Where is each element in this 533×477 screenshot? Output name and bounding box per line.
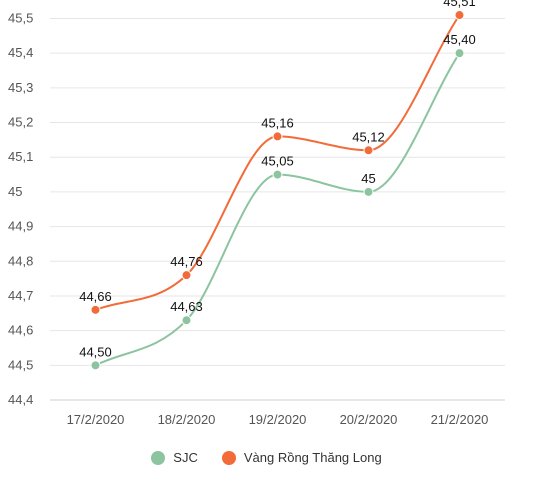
legend-item-sjc[interactable]: SJC [151, 450, 198, 465]
data-point-sjc[interactable] [272, 169, 283, 180]
data-label-sjc: 44,63 [170, 299, 203, 314]
legend-swatch-vang-rong-thang-long [221, 450, 236, 465]
data-label-sjc: 44,50 [79, 344, 112, 359]
y-tick-label: 45,5 [8, 11, 33, 26]
y-tick-label: 44,7 [8, 288, 33, 303]
y-tick-label: 44,5 [8, 357, 33, 372]
gridlines [50, 18, 505, 401]
series-group [90, 10, 465, 371]
data-labels: 44,50 44,63 45,05 45 45,40 44,66 44,76 45,16 45,… [79, 0, 476, 359]
data-point-sjc[interactable] [181, 315, 192, 326]
y-tick-label: 44,8 [8, 253, 33, 268]
data-label-sjc: 45,05 [261, 154, 294, 169]
data-point-vang-rong-thang-long[interactable] [272, 131, 283, 142]
y-tick-label: 45 [8, 184, 22, 199]
data-point-vang-rong-thang-long[interactable] [181, 270, 192, 281]
data-point-sjc[interactable] [90, 360, 101, 371]
data-label-sjc: 45,40 [443, 32, 476, 47]
y-tick-label: 45,4 [8, 45, 33, 60]
data-label-vang-rong-thang-long: 44,66 [79, 289, 112, 304]
x-tick-label: 17/2/2020 [67, 412, 125, 427]
legend-swatch-sjc [151, 450, 166, 465]
data-point-vang-rong-thang-long[interactable] [90, 304, 101, 315]
y-axis-ticks: 44,4 44,5 44,6 44,7 44,8 44,9 45 45,1 45,2 45,3 45… [8, 11, 33, 408]
y-tick-label: 44,6 [8, 323, 33, 338]
x-tick-label: 20/2/2020 [340, 412, 398, 427]
legend-label-sjc: SJC [173, 450, 198, 465]
y-tick-label: 45,2 [8, 115, 33, 130]
data-point-vang-rong-thang-long[interactable] [363, 145, 374, 156]
data-label-sjc: 45 [361, 171, 375, 186]
data-label-vang-rong-thang-long: 45,16 [261, 115, 294, 130]
y-tick-label: 44,4 [8, 392, 33, 407]
series-line-sjc [95, 52, 461, 367]
data-label-vang-rong-thang-long: 45,51 [443, 0, 476, 9]
legend-item-vang-rong-thang-long[interactable]: Vàng Rồng Thăng Long [221, 450, 382, 465]
x-axis-ticks: 17/2/2020 18/2/2020 19/2/2020 20/2/2020 21/2… [67, 412, 489, 427]
y-tick-label: 44,9 [8, 219, 33, 234]
legend-label-vang-rong-thang-long: Vàng Rồng Thăng Long [243, 450, 382, 465]
x-tick-label: 19/2/2020 [249, 412, 307, 427]
y-tick-label: 45,1 [8, 149, 33, 164]
data-point-sjc[interactable] [454, 48, 465, 59]
data-label-vang-rong-thang-long: 44,76 [170, 254, 203, 269]
data-point-sjc[interactable] [363, 186, 374, 197]
line-chart: 44,4 44,5 44,6 44,7 44,8 44,9 45 45,1 45,2 45,3 45… [8, 0, 505, 427]
data-label-vang-rong-thang-long: 45,12 [352, 129, 385, 144]
chart-legend: SJC Vàng Rồng Thăng Long [0, 450, 533, 465]
x-tick-label: 18/2/2020 [158, 412, 216, 427]
y-tick-label: 45,3 [8, 80, 33, 95]
data-point-vang-rong-thang-long[interactable] [454, 10, 465, 21]
x-tick-label: 21/2/2020 [431, 412, 489, 427]
